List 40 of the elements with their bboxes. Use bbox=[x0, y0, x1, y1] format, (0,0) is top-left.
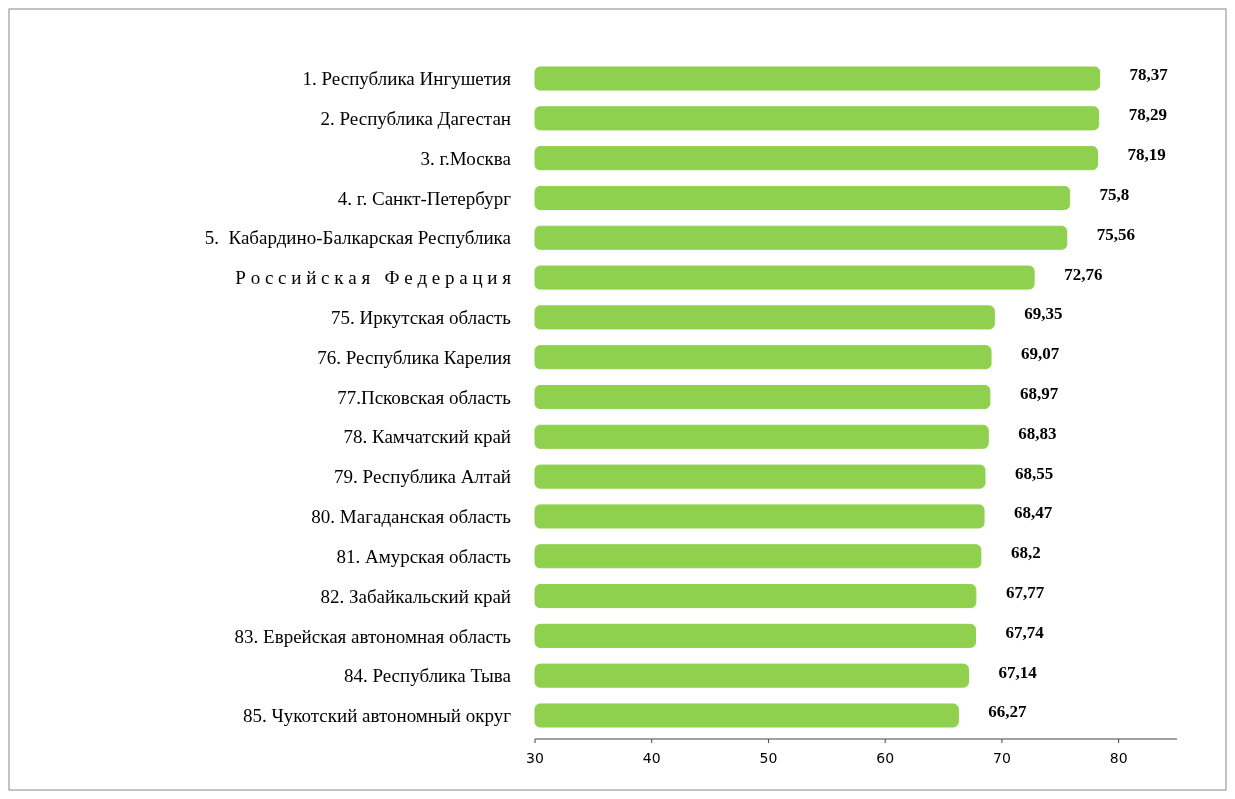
data-label: 78,29 bbox=[1128, 105, 1167, 125]
x-tick-label: 80 bbox=[1109, 750, 1128, 766]
x-tick-label: 30 bbox=[526, 750, 544, 766]
y-tick-label: 85. Чукотский автономный округ bbox=[242, 705, 512, 727]
y-tick-label: 77.Псковская область bbox=[337, 386, 512, 408]
y-tick-label: 76. Республика Карелия bbox=[317, 346, 512, 368]
y-tick-label: 4. г. Санкт-Петербург bbox=[337, 187, 512, 209]
data-label: 78,19 bbox=[1127, 145, 1166, 165]
data-label: 75,8 bbox=[1099, 184, 1130, 204]
y-tick-label: 5. Кабардино-Балкарская Республика bbox=[204, 227, 512, 249]
y-tick-label: 78. Камчатский край bbox=[343, 426, 511, 448]
y-tick-label: 84. Республика Тыва bbox=[343, 665, 512, 687]
data-label: 66,27 bbox=[988, 702, 1028, 722]
y-tick-label: 79. Республика Алтай bbox=[334, 466, 511, 488]
y-tick-label: Р о с с и й с к а я Ф е д е р а ц и я bbox=[235, 267, 512, 289]
data-label: 72,76 bbox=[1064, 264, 1103, 284]
x-tick-label: 60 bbox=[876, 750, 895, 766]
y-tick-label: 75. Иркутская область bbox=[330, 307, 512, 329]
y-tick-label: 3. г.Москва bbox=[420, 147, 512, 169]
data-label: 68,83 bbox=[1018, 423, 1057, 443]
x-tick-label: 70 bbox=[993, 750, 1011, 766]
data-label: 67,77 bbox=[1005, 583, 1045, 602]
data-label: 69,07 bbox=[1021, 344, 1060, 364]
data-label: 69,35 bbox=[1024, 304, 1063, 324]
data-label: 68,55 bbox=[1014, 463, 1054, 483]
data-label: 68,97 bbox=[1019, 383, 1059, 403]
data-label: 68,2 bbox=[1010, 543, 1041, 563]
x-tick-label: 40 bbox=[642, 750, 661, 766]
y-tick-label: 81. Амурская область bbox=[336, 545, 512, 567]
data-label: 68,47 bbox=[1014, 503, 1053, 523]
x-tick-label: 50 bbox=[759, 750, 778, 766]
y-tick-label: 80. Магаданская область bbox=[311, 506, 512, 528]
y-tick-label: 82. Забайкальский край bbox=[320, 585, 511, 607]
data-label: 75,56 bbox=[1096, 224, 1136, 244]
data-label: 67,74 bbox=[1005, 622, 1045, 642]
y-tick-label: 1. Республика Ингушетия bbox=[302, 68, 512, 90]
data-label: 67,14 bbox=[998, 662, 1038, 682]
y-tick-label: 2. Республика Дагестан bbox=[320, 107, 511, 129]
data-label: 78,37 bbox=[1129, 65, 1169, 85]
y-tick-label: 83. Еврейская автономная область bbox=[234, 625, 512, 647]
